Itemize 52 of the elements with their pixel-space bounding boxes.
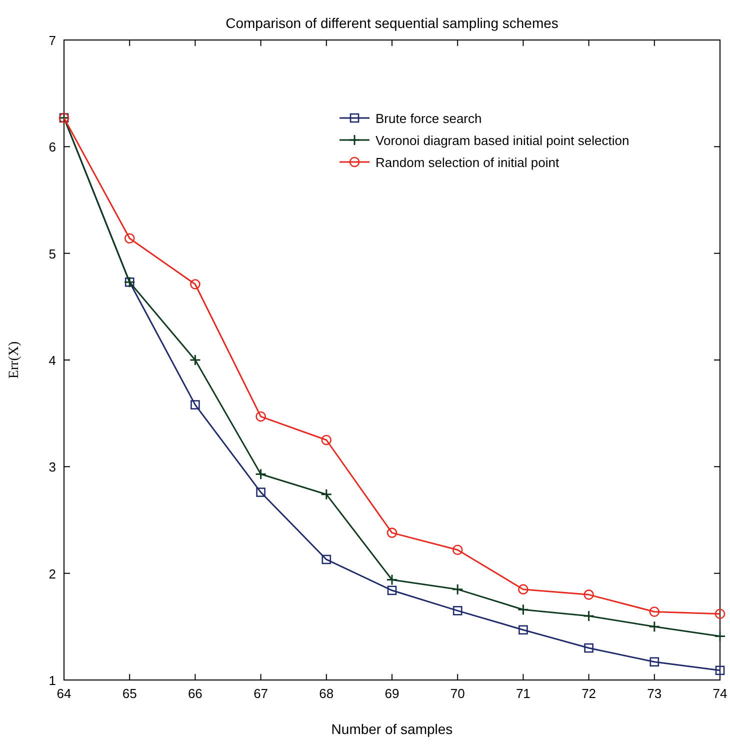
point xyxy=(322,554,332,564)
chart-title: Comparison of different sequential sampling schemes xyxy=(226,15,558,31)
point xyxy=(715,666,725,676)
legend-label: Random selection of initial point xyxy=(376,155,560,170)
point xyxy=(256,488,266,497)
x-tick-label: 66 xyxy=(188,686,202,701)
point xyxy=(452,544,463,556)
point xyxy=(649,606,660,617)
point xyxy=(386,574,398,586)
x-tick-label: 73 xyxy=(647,686,662,701)
y-tick-label: 1 xyxy=(48,673,56,688)
y-tick-label: 6 xyxy=(48,140,56,155)
x-tick-label: 64 xyxy=(56,686,72,701)
point xyxy=(256,411,266,422)
point xyxy=(518,625,528,635)
point xyxy=(255,468,267,480)
x-tick-label: 70 xyxy=(450,686,465,701)
y-axis-title: Err(X) xyxy=(7,341,22,379)
x-tick-label: 71 xyxy=(516,686,530,701)
point xyxy=(189,354,201,366)
point xyxy=(321,434,332,446)
point xyxy=(387,586,397,596)
point xyxy=(452,606,462,616)
x-tick-label: 74 xyxy=(712,686,728,701)
x-tick-label: 68 xyxy=(319,686,334,701)
point xyxy=(648,620,660,632)
point xyxy=(452,584,464,596)
point xyxy=(124,233,135,244)
point xyxy=(190,279,200,290)
y-tick-label: 5 xyxy=(48,246,56,262)
x-tick-label: 65 xyxy=(122,686,137,701)
point xyxy=(320,488,332,500)
point xyxy=(386,528,398,538)
x-tick-label: 72 xyxy=(582,686,596,701)
point xyxy=(650,657,660,667)
y-tick-label: 2 xyxy=(48,566,56,582)
legend-label: Brute force search xyxy=(376,111,482,126)
point xyxy=(518,584,528,594)
x-tick-label: 67 xyxy=(254,686,268,701)
point xyxy=(714,630,726,642)
point xyxy=(714,608,726,620)
y-tick-label: 3 xyxy=(48,460,56,475)
point xyxy=(517,604,529,616)
point xyxy=(583,610,595,622)
legend-label: Voronoi diagram based initial point selection xyxy=(376,133,630,148)
y-tick-label: 4 xyxy=(48,353,56,368)
x-axis-title: Number of samples xyxy=(331,721,453,737)
point xyxy=(584,643,594,653)
x-tick-label: 69 xyxy=(384,686,400,701)
point xyxy=(584,590,594,600)
point xyxy=(190,400,200,410)
y-tick-label: 7 xyxy=(48,33,56,48)
